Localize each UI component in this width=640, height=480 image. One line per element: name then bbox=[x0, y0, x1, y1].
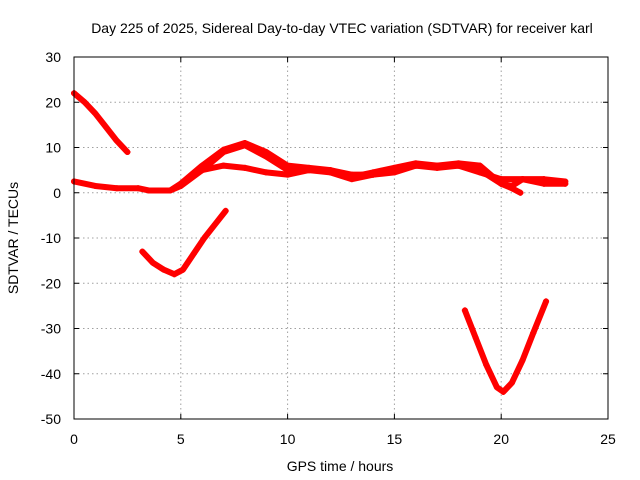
series-line bbox=[139, 207, 229, 278]
data-point bbox=[517, 189, 524, 196]
data-point bbox=[167, 187, 174, 194]
data-point bbox=[476, 162, 483, 169]
data-point bbox=[455, 160, 462, 167]
data-point bbox=[135, 185, 142, 192]
data-point bbox=[498, 180, 505, 187]
data-point bbox=[92, 182, 99, 189]
x-tick-label: 5 bbox=[177, 431, 185, 447]
data-point bbox=[92, 110, 99, 117]
data-point bbox=[179, 266, 186, 273]
data-point bbox=[263, 149, 270, 156]
data-point bbox=[508, 185, 515, 192]
chart-title: Day 225 of 2025, Sidereal Day-to-day VTE… bbox=[91, 20, 593, 36]
data-point bbox=[81, 99, 88, 106]
series-arc-1 bbox=[71, 90, 131, 156]
data-point bbox=[103, 124, 110, 131]
data-point bbox=[305, 164, 312, 171]
y-tick-label: 30 bbox=[45, 49, 61, 65]
data-point bbox=[113, 137, 120, 144]
x-tick-label: 10 bbox=[280, 431, 296, 447]
data-point bbox=[124, 149, 131, 156]
data-point bbox=[540, 176, 547, 183]
y-tick-label: -50 bbox=[41, 411, 61, 427]
data-point bbox=[493, 384, 500, 391]
axis-ticks: 0 5 10 15 20 25 -50 -40 -30 -20 -10 0 10 20 30 bbox=[41, 49, 616, 447]
data-point bbox=[483, 361, 490, 368]
series-arc-4 bbox=[177, 139, 524, 196]
data-point bbox=[500, 388, 507, 395]
y-tick-label: 20 bbox=[45, 94, 61, 110]
data-point bbox=[241, 139, 248, 146]
data-point bbox=[139, 248, 146, 255]
data-point bbox=[150, 259, 157, 266]
data-point bbox=[241, 164, 248, 171]
y-tick-label: -30 bbox=[41, 321, 61, 337]
data-point bbox=[412, 160, 419, 167]
data-point bbox=[284, 171, 291, 178]
data-point bbox=[284, 162, 291, 169]
data-point bbox=[348, 173, 355, 180]
data-point bbox=[508, 379, 515, 386]
data-point bbox=[201, 235, 208, 241]
data-point bbox=[327, 167, 334, 174]
data-point bbox=[199, 162, 206, 169]
data-point bbox=[543, 298, 550, 305]
data-point bbox=[391, 164, 398, 171]
data-point bbox=[263, 169, 270, 176]
data-point bbox=[171, 271, 178, 278]
series-arc-5 bbox=[139, 207, 229, 278]
data-series bbox=[71, 90, 569, 395]
data-point bbox=[160, 266, 167, 273]
data-point bbox=[220, 162, 227, 169]
y-axis-label: SDTVAR / TECUs bbox=[5, 182, 21, 294]
y-tick-label: -40 bbox=[41, 366, 61, 382]
x-tick-label: 20 bbox=[493, 431, 509, 447]
data-point bbox=[562, 178, 569, 185]
x-tick-label: 0 bbox=[70, 431, 78, 447]
data-point bbox=[461, 307, 468, 314]
data-point bbox=[519, 176, 526, 183]
grid-lines bbox=[74, 57, 608, 419]
data-point bbox=[476, 169, 483, 176]
data-point bbox=[211, 221, 218, 228]
series-arc-6 bbox=[461, 298, 550, 395]
y-tick-label: -10 bbox=[41, 230, 61, 246]
data-point bbox=[113, 185, 120, 192]
y-tick-label: 0 bbox=[53, 185, 61, 201]
x-axis-label: GPS time / hours bbox=[287, 458, 394, 474]
data-point bbox=[487, 171, 494, 178]
data-point bbox=[530, 330, 537, 337]
series-line bbox=[461, 298, 550, 395]
data-point bbox=[220, 146, 227, 153]
y-tick-label: -20 bbox=[41, 275, 61, 291]
series-line bbox=[71, 90, 131, 156]
data-point bbox=[472, 334, 479, 341]
data-point bbox=[370, 169, 377, 176]
x-tick-label: 25 bbox=[600, 431, 616, 447]
data-point bbox=[177, 180, 184, 187]
data-point bbox=[434, 162, 441, 169]
y-tick-label: 10 bbox=[45, 140, 61, 156]
data-point bbox=[145, 187, 152, 194]
data-point bbox=[222, 207, 229, 214]
x-tick-label: 15 bbox=[387, 431, 403, 447]
data-point bbox=[190, 250, 197, 257]
data-point bbox=[519, 357, 526, 364]
